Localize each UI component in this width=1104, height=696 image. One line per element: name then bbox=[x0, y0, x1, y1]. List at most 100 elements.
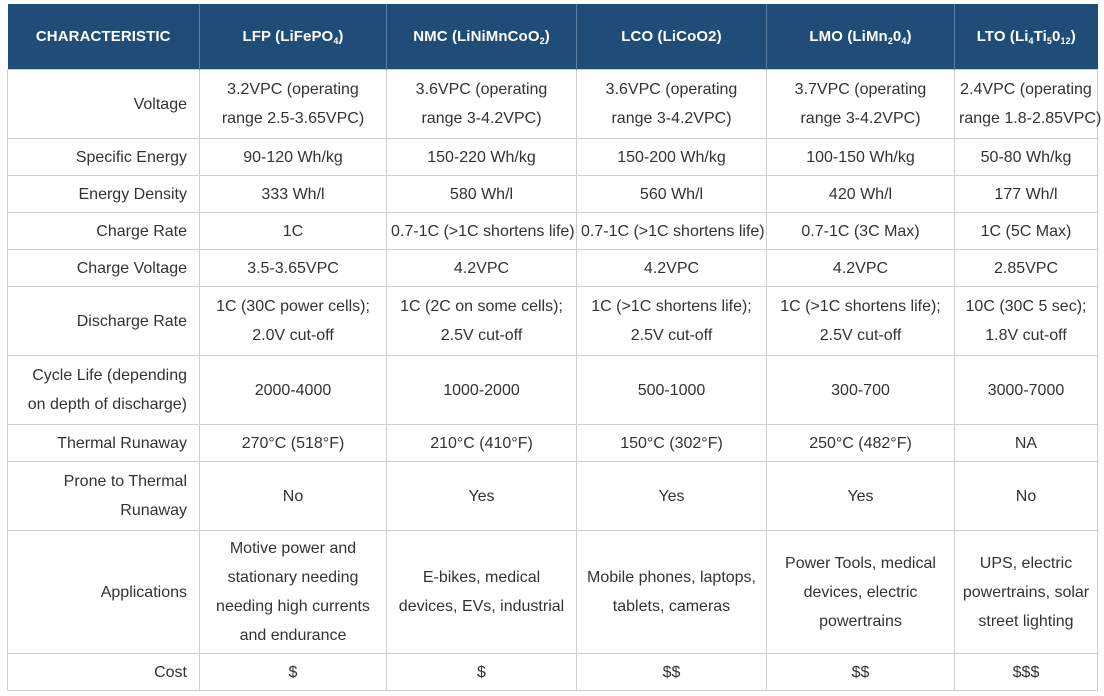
header-formula: (LiCoO2) bbox=[658, 28, 722, 45]
row-label-line: on depth of discharge) bbox=[27, 396, 187, 413]
row-label: Cost bbox=[7, 653, 200, 691]
formula-text: 0 bbox=[1052, 28, 1061, 45]
row-label-line: Runaway bbox=[120, 502, 187, 519]
cell-line: 4.2VPC bbox=[643, 259, 700, 277]
cell-lmo: $$ bbox=[766, 653, 955, 691]
cell-line: range 3-4.2VPC) bbox=[800, 110, 921, 127]
cell-line: and endurance bbox=[239, 627, 347, 644]
table-row: Voltage 3.2VPC (operating range 2.5-3.65VP… bbox=[7, 69, 1101, 139]
cell-line: 1C (5C Max) bbox=[980, 222, 1072, 240]
cell-line: 50-80 Wh/kg bbox=[980, 148, 1072, 166]
cell-nmc: 0.7-1C (>1C shortens life) bbox=[386, 212, 577, 250]
cell-lto: 10C (30C 5 sec); 1.8V cut-off bbox=[954, 286, 1098, 356]
cell-nmc: 580 Wh/l bbox=[386, 175, 577, 213]
row-label: Cycle Life (depending on depth of dischar… bbox=[7, 355, 200, 425]
row-label: Charge Rate bbox=[7, 212, 200, 250]
cell-lco: 3.6VPC (operating range 3-4.2VPC) bbox=[576, 69, 767, 139]
header-lto: LTO (Li4Ti5012) bbox=[954, 4, 1098, 70]
cell-line: 560 Wh/l bbox=[639, 185, 704, 203]
cell-lfp: 90-120 Wh/kg bbox=[199, 138, 387, 176]
row-label: Specific Energy bbox=[7, 138, 200, 176]
header-text: LMO bbox=[809, 28, 844, 45]
row-label: Energy Density bbox=[7, 175, 200, 213]
cell-line: 2.5V cut-off bbox=[819, 327, 902, 344]
cell-line: 3.6VPC (operating bbox=[605, 81, 738, 98]
cell-line: stationary needing bbox=[227, 569, 359, 586]
cell-lmo: Yes bbox=[766, 461, 955, 531]
cell-line: 1C (>1C shortens life); bbox=[591, 298, 752, 315]
cell-line: 2.5V cut-off bbox=[440, 327, 523, 344]
cell-line: 1000-2000 bbox=[443, 381, 520, 399]
row-label-line: Charge Rate bbox=[96, 222, 187, 240]
row-label-line: Specific Energy bbox=[75, 148, 187, 166]
table-row: Energy Density 333 Wh/l 580 Wh/l 560 Wh/l 42… bbox=[7, 175, 1098, 213]
header-lmo: LMO (LiMn204) bbox=[766, 4, 955, 70]
formula-subscript: 5 bbox=[1046, 36, 1053, 46]
cell-lto: 50-80 Wh/kg bbox=[954, 138, 1098, 176]
cell-line: Yes bbox=[847, 487, 874, 505]
row-label-line: Prone to Thermal bbox=[63, 473, 187, 490]
cell-line: range 3-4.2VPC) bbox=[611, 110, 732, 127]
cell-lco: 1C (>1C shortens life); 2.5V cut-off bbox=[576, 286, 767, 356]
cell-line: range 2.5-3.65VPC) bbox=[221, 110, 365, 127]
cell-line: street lighting bbox=[978, 612, 1074, 630]
row-label: Voltage bbox=[7, 69, 200, 139]
cell-line: powertrains, solar bbox=[962, 583, 1090, 601]
cell-lfp: 1C (30C power cells); 2.0V cut-off bbox=[199, 286, 387, 356]
cell-line: $$ bbox=[851, 663, 870, 681]
header-formula: (LiFePO4) bbox=[275, 28, 343, 46]
cell-line: 270°C (518°F) bbox=[241, 434, 345, 452]
header-characteristic: CHARACTERISTIC bbox=[7, 4, 200, 70]
row-label: Charge Voltage bbox=[7, 249, 200, 287]
cell-lto: UPS, electric powertrains, solar street li… bbox=[954, 530, 1098, 654]
cell-lfp: 1C bbox=[199, 212, 387, 250]
cell-lfp: 3.2VPC (operating range 2.5-3.65VPC) bbox=[199, 69, 387, 139]
cell-lfp: 2000-4000 bbox=[199, 355, 387, 425]
cell-line: No bbox=[1015, 487, 1037, 505]
header-text: LFP bbox=[242, 28, 271, 45]
cell-nmc: E-bikes, medical devices, EVs, industrial bbox=[386, 530, 577, 654]
cell-line: $$$ bbox=[1012, 663, 1040, 681]
cell-line: 580 Wh/l bbox=[449, 185, 514, 203]
row-label: Prone to Thermal Runaway bbox=[7, 461, 200, 531]
cell-line: 0.7-1C (>1C shortens life) bbox=[581, 222, 765, 240]
cell-line: 3.2VPC (operating bbox=[227, 81, 359, 98]
header-text: LCO bbox=[621, 28, 654, 45]
cell-line: Yes bbox=[468, 487, 495, 505]
cell-line: Yes bbox=[658, 487, 685, 505]
formula-text: (LiCoO2) bbox=[657, 28, 722, 45]
row-label-line: Discharge Rate bbox=[76, 312, 187, 330]
cell-line: $ bbox=[477, 663, 486, 681]
header-nmc: NMC (LiNiMnCoO2) bbox=[386, 4, 577, 70]
cell-line: 2.5V cut-off bbox=[630, 327, 713, 344]
header-formula: (LiMn204) bbox=[847, 28, 911, 46]
cell-lmo: 4.2VPC bbox=[766, 249, 955, 287]
cell-line: 210°C (410°F) bbox=[430, 434, 533, 452]
cell-lco: 500-1000 bbox=[576, 355, 767, 425]
cell-lco: Yes bbox=[576, 461, 767, 531]
cell-nmc: 4.2VPC bbox=[386, 249, 577, 287]
formula-text: (LiMn bbox=[847, 28, 888, 45]
cell-nmc: 1000-2000 bbox=[386, 355, 577, 425]
cell-lto: $$$ bbox=[954, 653, 1098, 691]
cell-lto: 2.85VPC bbox=[954, 249, 1098, 287]
cell-lmo: 420 Wh/l bbox=[766, 175, 955, 213]
header-text: CHARACTERISTIC bbox=[35, 28, 171, 45]
header-lco: LCO (LiCoO2) bbox=[576, 4, 767, 70]
cell-line: UPS, electric bbox=[979, 554, 1073, 572]
cell-nmc: $ bbox=[386, 653, 577, 691]
cell-lto: No bbox=[954, 461, 1098, 531]
cell-line: 3.7VPC (operating bbox=[794, 81, 927, 98]
cell-line: 100-150 Wh/kg bbox=[806, 148, 915, 166]
cell-lto: 2.4VPC (operating range 1.8-2.85VPC) bbox=[954, 69, 1101, 139]
cell-line: 1.8V cut-off bbox=[985, 327, 1067, 344]
cell-lco: $$ bbox=[576, 653, 767, 691]
cell-nmc: 3.6VPC (operating range 3-4.2VPC) bbox=[386, 69, 577, 139]
cell-line: 150°C (302°F) bbox=[620, 434, 723, 452]
formula-subscript: 4 bbox=[333, 36, 339, 46]
table-row: Specific Energy 90-120 Wh/kg 150-220 Wh/kg… bbox=[7, 138, 1098, 176]
table-row: Thermal Runaway 270°C (518°F) 210°C (410°F… bbox=[7, 424, 1098, 462]
cell-lfp: 270°C (518°F) bbox=[199, 424, 387, 462]
table-row: Cycle Life (depending on depth of dischar… bbox=[7, 355, 1098, 425]
cell-lco: 150°C (302°F) bbox=[576, 424, 767, 462]
